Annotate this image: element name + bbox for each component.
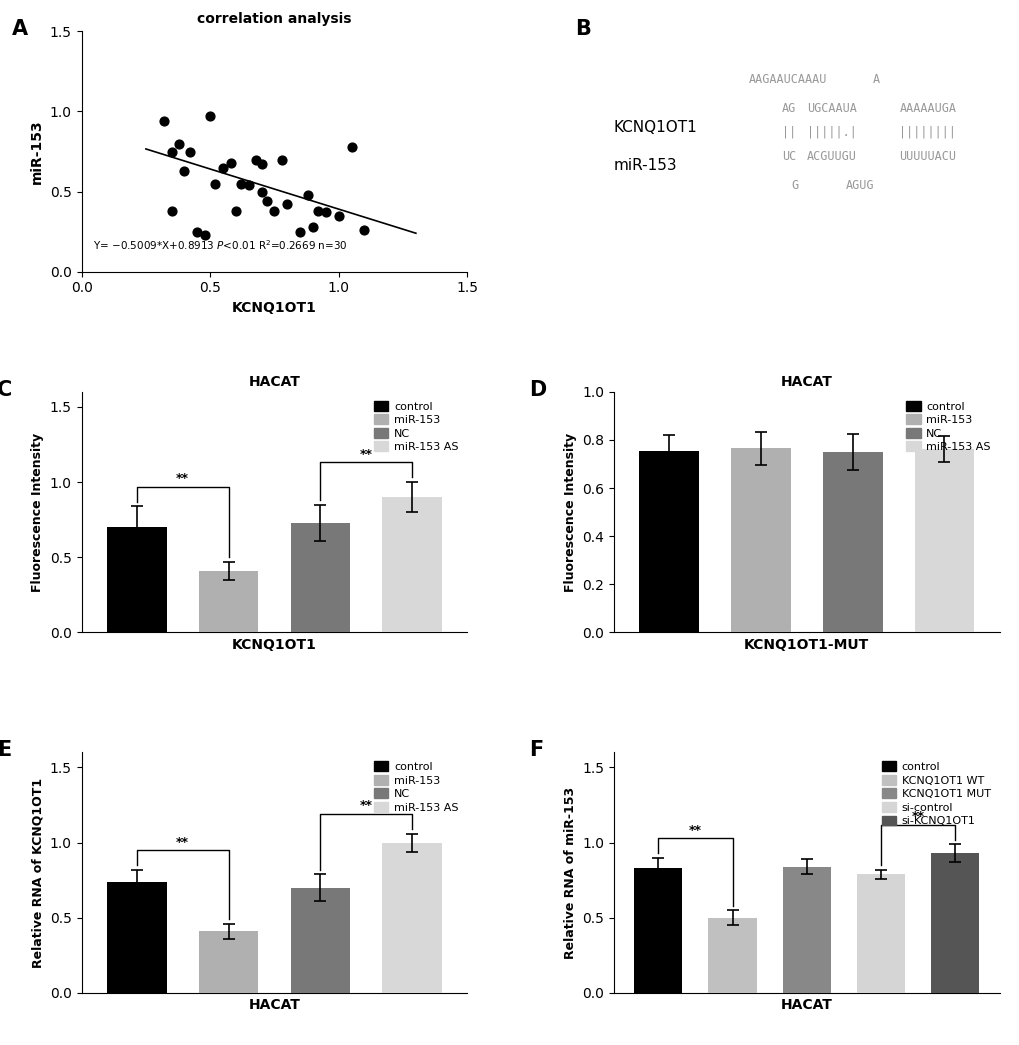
- Text: **: **: [360, 448, 372, 461]
- Point: [356, 222, 372, 238]
- Text: AG: AG: [781, 101, 795, 115]
- Bar: [639, 450, 698, 632]
- Y-axis label: Relative RNA of miR-153: Relative RNA of miR-153: [564, 787, 576, 958]
- Bar: [634, 868, 682, 993]
- Point: [343, 138, 360, 155]
- X-axis label: KCNQ1OT1-MUT: KCNQ1OT1-MUT: [744, 637, 868, 652]
- Point: [222, 155, 238, 171]
- Text: |||||.|: |||||.|: [806, 125, 856, 139]
- Text: G: G: [791, 179, 798, 191]
- Text: C: C: [0, 379, 12, 400]
- X-axis label: HACAT: HACAT: [249, 998, 301, 1013]
- Point: [310, 203, 326, 219]
- Bar: [708, 918, 756, 993]
- Text: A: A: [871, 73, 878, 86]
- Point: [305, 218, 321, 235]
- X-axis label: HACAT: HACAT: [780, 998, 832, 1013]
- Text: KCNQ1OT1: KCNQ1OT1: [613, 120, 697, 135]
- Text: D: D: [529, 379, 546, 400]
- Point: [240, 177, 257, 193]
- Text: ||||||||: ||||||||: [899, 125, 956, 139]
- Bar: [382, 842, 441, 993]
- Point: [215, 159, 231, 176]
- Point: [181, 143, 198, 160]
- Y-axis label: Fluorescence Intensity: Fluorescence Intensity: [564, 433, 576, 591]
- Bar: [107, 527, 166, 632]
- Point: [197, 227, 213, 243]
- Point: [259, 193, 275, 210]
- Text: miR-153: miR-153: [613, 159, 677, 173]
- Text: **: **: [688, 823, 701, 836]
- X-axis label: KCNQ1OT1: KCNQ1OT1: [231, 637, 317, 652]
- Text: **: **: [911, 810, 923, 823]
- Title: HACAT: HACAT: [249, 375, 301, 390]
- Bar: [290, 887, 350, 993]
- Legend: control, KCNQ1OT1 WT, KCNQ1OT1 MUT, si-control, si-KCNQ1OT1: control, KCNQ1OT1 WT, KCNQ1OT1 MUT, si-c…: [877, 758, 994, 830]
- Point: [291, 224, 308, 240]
- Text: AAGAAUCAAAU: AAGAAUCAAAU: [748, 73, 826, 86]
- Text: A: A: [12, 19, 29, 40]
- Text: B: B: [575, 19, 591, 40]
- Bar: [199, 931, 258, 993]
- Point: [163, 143, 179, 160]
- Point: [279, 196, 296, 213]
- Title: correlation analysis: correlation analysis: [197, 11, 352, 26]
- Bar: [914, 449, 973, 632]
- Title: HACAT: HACAT: [780, 375, 832, 390]
- Text: ||: ||: [781, 125, 795, 139]
- Legend: control, miR-153, NC, miR-153 AS: control, miR-153, NC, miR-153 AS: [902, 397, 994, 456]
- Text: Y= $-$0.5009*X+0.8913 $P$<0.01 R$^2$=0.2669 n=30: Y= $-$0.5009*X+0.8913 $P$<0.01 R$^2$=0.2…: [93, 238, 347, 253]
- Point: [171, 135, 187, 152]
- Text: E: E: [0, 740, 11, 761]
- Text: F: F: [529, 740, 543, 761]
- Point: [253, 156, 269, 172]
- Point: [207, 176, 223, 192]
- Point: [330, 207, 346, 224]
- Point: [253, 183, 269, 200]
- Bar: [782, 866, 830, 993]
- Bar: [822, 452, 881, 632]
- Text: UC: UC: [781, 149, 795, 163]
- Point: [248, 152, 264, 168]
- Text: ACGUUGU: ACGUUGU: [806, 149, 856, 163]
- Text: **: **: [360, 799, 372, 813]
- Legend: control, miR-153, NC, miR-153 AS: control, miR-153, NC, miR-153 AS: [370, 397, 462, 456]
- X-axis label: KCNQ1OT1: KCNQ1OT1: [231, 301, 317, 315]
- Y-axis label: Fluorescence Intensity: Fluorescence Intensity: [32, 433, 44, 591]
- Y-axis label: Relative RNA of KCNQ1OT1: Relative RNA of KCNQ1OT1: [32, 777, 44, 968]
- Text: UGCAAUA: UGCAAUA: [806, 101, 856, 115]
- Point: [176, 162, 193, 179]
- Bar: [290, 522, 350, 632]
- Bar: [382, 497, 441, 632]
- Bar: [199, 571, 258, 632]
- Text: AGUG: AGUG: [845, 179, 873, 191]
- Point: [266, 203, 282, 219]
- Point: [202, 108, 218, 124]
- Text: **: **: [176, 836, 189, 849]
- Y-axis label: miR-153: miR-153: [31, 119, 44, 184]
- Point: [317, 204, 333, 220]
- Point: [274, 152, 290, 168]
- Point: [300, 186, 316, 203]
- Bar: [856, 874, 904, 993]
- Point: [163, 203, 179, 219]
- Point: [227, 203, 244, 219]
- Legend: control, miR-153, NC, miR-153 AS: control, miR-153, NC, miR-153 AS: [370, 758, 462, 816]
- Text: UUUUUACU: UUUUUACU: [899, 149, 956, 163]
- Point: [189, 224, 205, 240]
- Point: [232, 176, 249, 192]
- Text: **: **: [176, 472, 189, 485]
- Point: [156, 113, 172, 130]
- Text: AAAAAUGA: AAAAAUGA: [899, 101, 956, 115]
- Bar: [731, 448, 790, 632]
- Bar: [107, 882, 166, 993]
- Bar: [930, 853, 978, 993]
